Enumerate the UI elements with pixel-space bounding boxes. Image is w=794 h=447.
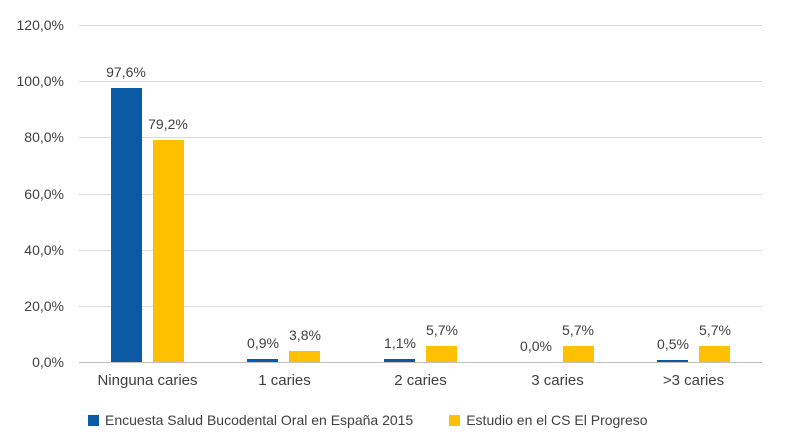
bar-series1 xyxy=(384,359,415,362)
data-label: 1,1% xyxy=(384,335,416,351)
category-label: >3 caries xyxy=(662,372,725,389)
bar-series1 xyxy=(111,88,142,362)
y-axis-tick-label: 100,0% xyxy=(16,73,64,89)
gridline xyxy=(79,194,762,195)
gridline xyxy=(79,137,762,138)
y-axis-tick-label: 60,0% xyxy=(24,186,64,202)
legend-label: Estudio en el CS El Progreso xyxy=(466,412,648,428)
bar-series2 xyxy=(153,140,184,362)
y-axis-tick-label: 40,0% xyxy=(24,242,64,258)
category-label: 3 caries xyxy=(531,372,584,389)
category-label: Ninguna caries xyxy=(97,372,198,389)
data-label: 5,7% xyxy=(426,322,458,338)
bar-series2 xyxy=(426,346,457,362)
y-axis-tick-label: 20,0% xyxy=(24,298,64,314)
legend-item: Encuesta Salud Bucodental Oral en España… xyxy=(88,412,413,429)
bar-series2 xyxy=(563,346,594,362)
bar-series2 xyxy=(699,346,730,362)
category-label: 2 caries xyxy=(394,372,447,389)
bar-series1 xyxy=(657,360,688,362)
bar-series1 xyxy=(247,359,278,362)
x-axis-line xyxy=(79,362,762,363)
gridline xyxy=(79,306,762,307)
legend-item: Estudio en el CS El Progreso xyxy=(449,412,648,429)
legend-label: Encuesta Salud Bucodental Oral en España… xyxy=(105,412,414,428)
data-label: 0,9% xyxy=(247,335,279,351)
data-label: 0,0% xyxy=(520,338,552,354)
data-label: 5,7% xyxy=(562,322,594,338)
legend-marker-series1 xyxy=(88,415,99,426)
category-label: 1 caries xyxy=(258,372,311,389)
y-axis-tick-label: 80,0% xyxy=(24,129,64,145)
gridline xyxy=(79,81,762,82)
data-label: 3,8% xyxy=(289,327,321,343)
gridline xyxy=(79,25,762,26)
data-label: 97,6% xyxy=(106,64,146,80)
chart-legend: Encuesta Salud Bucodental Oral en España… xyxy=(88,412,648,429)
data-label: 79,2% xyxy=(148,116,188,132)
data-label: 0,5% xyxy=(657,336,689,352)
data-label: 5,7% xyxy=(699,322,731,338)
bar-series2 xyxy=(289,351,320,362)
y-axis-tick-label: 0,0% xyxy=(32,354,64,370)
y-axis-tick-label: 120,0% xyxy=(16,17,64,33)
gridline xyxy=(79,250,762,251)
legend-marker-series2 xyxy=(449,415,461,426)
